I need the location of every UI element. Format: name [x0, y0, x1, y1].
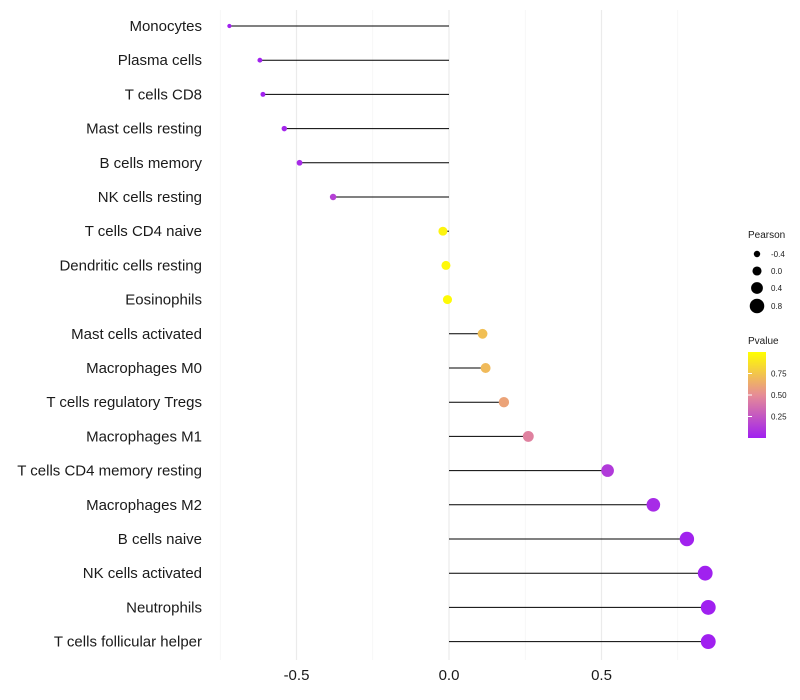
- category-label: T cells CD4 naive: [85, 223, 202, 240]
- data-point: [646, 497, 661, 512]
- category-label: T cells regulatory Tregs: [46, 394, 202, 411]
- data-point: [260, 91, 266, 97]
- size-legend-label: 0.0: [771, 267, 783, 276]
- category-label: T cells follicular helper: [54, 634, 202, 651]
- color-legend-label: 0.50: [771, 391, 787, 400]
- data-point: [442, 295, 453, 305]
- size-legend-label: 0.4: [771, 284, 783, 293]
- category-label: Neutrophils: [126, 599, 202, 616]
- category-label: Dendritic cells resting: [59, 257, 202, 274]
- data-point: [257, 57, 263, 63]
- data-point: [441, 260, 451, 270]
- size-legend-key: [752, 266, 762, 276]
- x-tick-label: 0.0: [439, 667, 460, 684]
- size-legend-key: [749, 298, 765, 314]
- category-label: Monocytes: [129, 18, 202, 35]
- data-point: [477, 328, 488, 339]
- category-label: NK cells activated: [83, 565, 202, 582]
- size-legend-title: Pearson: [748, 230, 785, 241]
- size-legend-key: [753, 250, 761, 258]
- category-label: T cells CD8: [125, 86, 202, 103]
- data-point: [480, 363, 491, 373]
- x-tick-label: 0.5: [591, 667, 612, 684]
- data-point: [697, 565, 713, 581]
- data-point: [438, 226, 448, 236]
- data-point: [498, 397, 510, 408]
- points: [227, 23, 716, 650]
- category-label: Mast cells resting: [86, 121, 202, 138]
- size-legend-label: 0.8: [771, 302, 783, 311]
- category-label: Mast cells activated: [71, 326, 202, 343]
- data-point: [281, 125, 288, 132]
- data-point: [601, 464, 614, 477]
- color-legend-label: 0.75: [771, 370, 787, 379]
- category-label: Macrophages M1: [86, 428, 202, 445]
- category-labels: Monocytes Plasma cells T cells CD8 Mast cel…: [17, 18, 202, 651]
- size-legend-label: -0.4: [771, 250, 785, 259]
- grid: [219, 10, 679, 660]
- size-legend: Pearson -0.4 0.0 0.4 0.8: [748, 230, 785, 314]
- color-legend-label: 0.25: [771, 413, 787, 422]
- color-legend-title: Pvalue: [748, 336, 779, 347]
- data-point: [522, 430, 534, 442]
- category-label: Macrophages M0: [86, 360, 202, 377]
- category-label: Macrophages M2: [86, 497, 202, 514]
- category-label: Eosinophils: [125, 292, 202, 309]
- category-label: B cells memory: [99, 155, 202, 172]
- data-point: [329, 193, 337, 201]
- category-label: T cells CD4 memory resting: [17, 463, 202, 480]
- color-legend-bar: [748, 352, 766, 438]
- data-point: [679, 531, 695, 547]
- color-legend: Pvalue 0.75 0.50 0.25: [748, 336, 787, 438]
- stems: [229, 25, 709, 643]
- category-label: B cells naive: [118, 531, 202, 548]
- data-point: [700, 634, 716, 650]
- data-point: [227, 23, 232, 29]
- category-label: NK cells resting: [98, 189, 202, 206]
- x-axis-ticks: -0.5 0.0 0.5: [284, 667, 612, 684]
- category-label: Plasma cells: [118, 52, 202, 69]
- data-point: [296, 159, 303, 166]
- x-tick-label: -0.5: [284, 667, 310, 684]
- size-legend-key: [751, 282, 763, 294]
- data-point: [700, 599, 716, 615]
